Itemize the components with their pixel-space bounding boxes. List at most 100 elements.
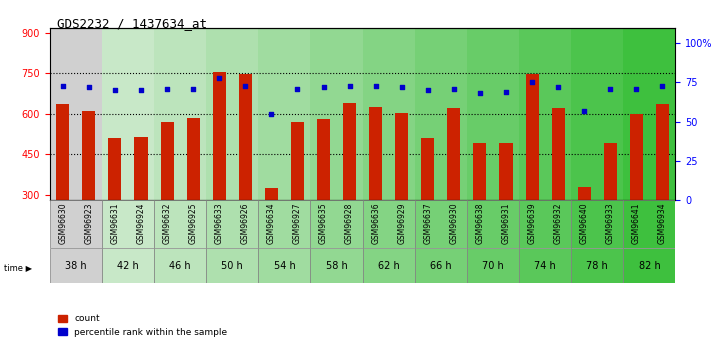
Point: [57, 83, 68, 88]
Point: [631, 86, 642, 91]
Bar: [311, 248, 363, 283]
Point: [422, 88, 434, 93]
Text: GSM96930: GSM96930: [449, 203, 459, 244]
Point: [552, 85, 564, 90]
Bar: [474, 144, 486, 276]
Text: GSM96934: GSM96934: [658, 203, 667, 244]
Bar: [552, 108, 565, 276]
Text: 42 h: 42 h: [117, 261, 139, 270]
Text: GSM96635: GSM96635: [319, 203, 328, 244]
Text: GSM96636: GSM96636: [371, 203, 380, 244]
Bar: [519, 28, 571, 200]
Bar: [577, 187, 591, 276]
Bar: [154, 28, 206, 200]
Point: [448, 86, 459, 91]
Text: 82 h: 82 h: [638, 261, 661, 270]
Point: [213, 75, 225, 80]
Text: 62 h: 62 h: [378, 261, 400, 270]
Point: [161, 86, 173, 91]
Bar: [467, 28, 519, 200]
Bar: [154, 200, 206, 248]
Bar: [630, 114, 643, 276]
Text: GSM96641: GSM96641: [632, 203, 641, 244]
Bar: [258, 200, 311, 248]
Bar: [363, 200, 415, 248]
Bar: [154, 248, 206, 283]
Bar: [239, 74, 252, 276]
Bar: [447, 108, 461, 276]
Text: GSM96634: GSM96634: [267, 203, 276, 244]
Text: 38 h: 38 h: [65, 261, 87, 270]
Bar: [571, 28, 624, 200]
Text: GSM96639: GSM96639: [528, 203, 537, 244]
Bar: [369, 107, 383, 276]
Point: [370, 83, 381, 88]
Text: 74 h: 74 h: [534, 261, 556, 270]
Text: GSM96633: GSM96633: [215, 203, 224, 244]
Point: [657, 83, 668, 88]
Text: GSM96925: GSM96925: [188, 203, 198, 244]
Bar: [206, 28, 258, 200]
Text: GSM96640: GSM96640: [579, 203, 589, 244]
Point: [526, 80, 538, 85]
Bar: [291, 122, 304, 276]
Text: 50 h: 50 h: [221, 261, 243, 270]
Text: GSM96926: GSM96926: [241, 203, 250, 244]
Legend: count, percentile rank within the sample: count, percentile rank within the sample: [54, 311, 231, 341]
Text: 54 h: 54 h: [274, 261, 295, 270]
Point: [83, 85, 95, 90]
Text: time ▶: time ▶: [4, 263, 32, 272]
Bar: [604, 144, 616, 276]
Bar: [102, 28, 154, 200]
Bar: [343, 103, 356, 276]
Bar: [206, 200, 258, 248]
Bar: [519, 248, 571, 283]
Text: GSM96929: GSM96929: [397, 203, 406, 244]
Bar: [311, 200, 363, 248]
Bar: [108, 138, 122, 276]
Text: GSM96631: GSM96631: [110, 203, 119, 244]
Bar: [82, 111, 95, 276]
Bar: [102, 200, 154, 248]
Bar: [624, 28, 675, 200]
Bar: [50, 200, 102, 248]
Bar: [50, 28, 102, 200]
Text: GSM96931: GSM96931: [501, 203, 510, 244]
Bar: [624, 200, 675, 248]
Bar: [258, 28, 311, 200]
Text: 66 h: 66 h: [430, 261, 451, 270]
Bar: [161, 122, 173, 276]
Text: GSM96927: GSM96927: [293, 203, 302, 244]
Text: 58 h: 58 h: [326, 261, 348, 270]
Bar: [415, 248, 467, 283]
Point: [474, 91, 486, 96]
Bar: [467, 200, 519, 248]
Text: GSM96933: GSM96933: [606, 203, 615, 244]
Point: [501, 89, 512, 95]
Bar: [525, 74, 538, 276]
Point: [240, 83, 251, 88]
Bar: [264, 188, 278, 276]
Bar: [102, 248, 154, 283]
Text: GSM96632: GSM96632: [163, 203, 171, 244]
Bar: [421, 138, 434, 276]
Bar: [571, 248, 624, 283]
Text: GSM96924: GSM96924: [137, 203, 146, 244]
Point: [579, 108, 590, 114]
Bar: [624, 248, 675, 283]
Bar: [467, 248, 519, 283]
Text: 78 h: 78 h: [587, 261, 608, 270]
Text: GSM96932: GSM96932: [554, 203, 562, 244]
Point: [604, 86, 616, 91]
Bar: [415, 28, 467, 200]
Bar: [186, 118, 200, 276]
Point: [109, 88, 121, 93]
Bar: [519, 200, 571, 248]
Bar: [499, 144, 513, 276]
Text: GSM96637: GSM96637: [423, 203, 432, 244]
Point: [266, 111, 277, 117]
Bar: [363, 28, 415, 200]
Point: [318, 85, 329, 90]
Bar: [311, 28, 363, 200]
Point: [188, 86, 199, 91]
